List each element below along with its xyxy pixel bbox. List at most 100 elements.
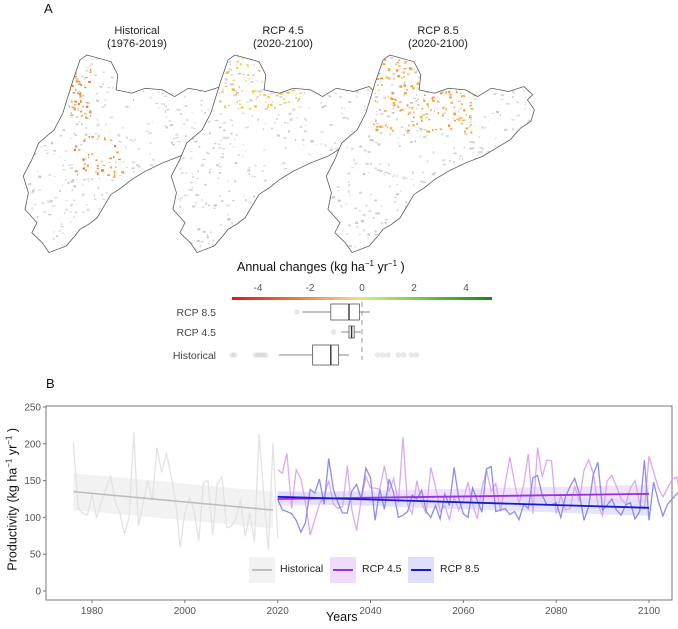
map-change-pixel [403,84,406,87]
map-pixel [100,160,103,163]
map-pixel [473,184,478,185]
map-change-pixel [461,73,463,76]
map-pixel [102,198,106,200]
map-pixel [101,106,105,108]
map-change-pixel [383,110,387,112]
map-pixel [64,160,66,162]
map-pixel [475,63,478,66]
map-pixel [441,241,445,243]
map-pixel [535,242,537,243]
map-pixel [193,128,197,130]
map-change-pixel [73,75,77,78]
x-tick-label: 1980 [81,606,104,617]
map-pixel [464,96,466,98]
map-pixel [49,93,52,96]
map-pixel [472,55,475,58]
map-pixel [218,172,222,174]
map-pixel [209,75,212,77]
map-change-pixel [429,59,433,62]
map-pixel [468,91,471,95]
map-pixel [54,205,56,207]
map-pixel [131,140,134,142]
map-change-pixel [410,106,414,109]
map-pixel [331,211,333,213]
map-pixel [231,200,235,202]
map-pixel [289,214,291,216]
box-category-label: RCP 4.5 [177,327,217,339]
map-change-pixel [218,71,220,74]
map-title: Historical [114,25,160,37]
map-change-pixel [453,112,456,116]
map-pixel [212,147,215,150]
map-pixel [28,98,32,100]
map-pixel [127,236,131,239]
map-pixel [140,191,144,194]
map-pixel [61,232,65,234]
map-pixel [117,202,120,206]
map-pixel [90,178,94,181]
map-change-pixel [254,90,256,92]
scale-title: Annual changes (kg ha−1 yr−1 ) [237,259,405,274]
map-title: RCP 8.5 [417,25,459,37]
map-pixel [180,88,185,91]
map-pixel [465,247,468,250]
map-pixel [207,108,210,111]
map-pixel [168,180,171,183]
map-change-pixel [242,56,244,60]
scale-title-sup: −1 [364,259,374,268]
map-background [326,55,535,253]
map-pixel [33,154,35,156]
map-pixel [161,92,165,95]
map-pixel [82,55,85,56]
map-pixel [75,73,77,76]
map-pixel [228,68,232,70]
map-pixel [494,224,497,227]
map-change-pixel [378,72,381,75]
map-pixel [242,144,245,146]
map-change-pixel [223,57,227,60]
map-pixel [530,86,533,88]
map-pixel [284,122,287,124]
map-pixel [369,162,373,165]
map-pixel [65,179,67,181]
map-change-pixel [430,109,433,111]
map-pixel [59,135,63,137]
map-pixel [28,165,31,168]
map-pixel [37,171,39,173]
map-pixel [55,72,59,74]
map-pixel [176,136,179,139]
map-pixel [109,131,111,133]
map-pixel [414,230,416,233]
map-pixel [367,89,370,92]
map-pixel [374,233,378,235]
map-pixel [415,108,418,110]
map-pixel [436,76,440,78]
map-change-pixel [264,94,267,96]
map-pixel [306,200,310,202]
map-pixel [352,84,357,86]
map-pixel [329,148,333,151]
map-pixel [304,78,306,82]
map-pixel [242,73,245,75]
map-change-pixel [85,169,87,172]
y-axis-title-sup: −1 [4,458,14,468]
map-pixel [208,62,212,65]
map-pixel [310,140,314,143]
map-pixel [360,109,362,111]
map-pixel [85,157,87,161]
map-pixel [497,165,499,167]
map-pixel [405,130,408,132]
map-change-pixel [253,105,257,108]
map-pixel [81,229,84,232]
map-pixel [402,244,404,247]
map-pixel [304,231,307,234]
map-pixel [86,204,89,206]
map-pixel [369,57,372,60]
map-pixel [468,177,471,180]
map-pixel [186,83,189,86]
map-pixel [383,174,385,176]
map-pixel [114,251,119,252]
map-change-pixel [110,166,113,169]
map-pixel [59,63,63,66]
legend-label-rcp45: RCP 4.5 [362,563,402,575]
